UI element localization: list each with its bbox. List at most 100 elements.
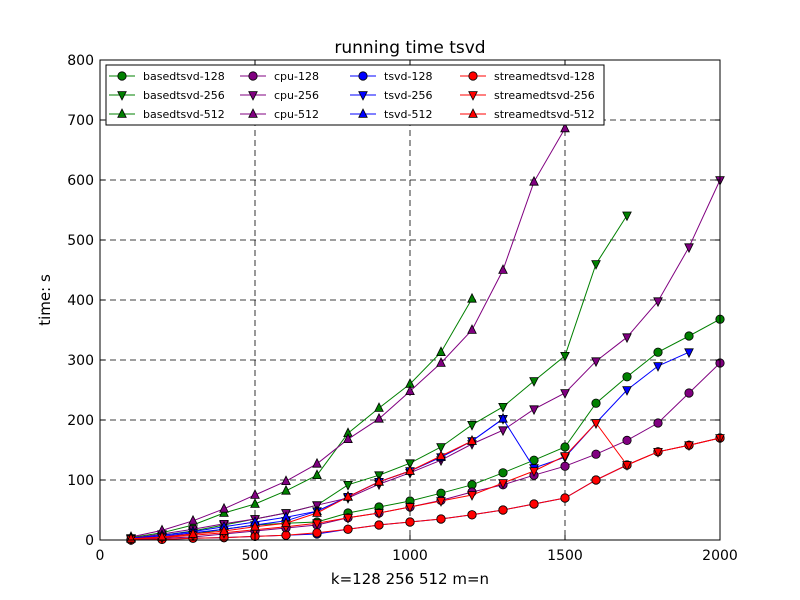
data-point — [622, 461, 632, 471]
legend-label: basedtsvd-512 — [143, 108, 225, 121]
data-point — [622, 372, 632, 382]
data-point — [312, 507, 322, 517]
data-point — [436, 346, 446, 357]
data-point — [498, 412, 508, 423]
data-point — [498, 402, 508, 413]
legend-marker — [468, 91, 478, 101]
data-point — [219, 502, 229, 513]
legend-label: tsvd-128 — [384, 70, 433, 83]
legend-marker — [248, 91, 258, 101]
legend-marker — [358, 91, 368, 101]
data-point — [405, 517, 415, 527]
data-point — [374, 509, 384, 519]
legend-item: basedtsvd-256 — [109, 89, 225, 102]
series-line — [130, 362, 721, 540]
y-axis-label: time: s — [36, 274, 54, 326]
data-point — [343, 433, 353, 444]
data-point — [591, 475, 601, 485]
legend-label: basedtsvd-256 — [143, 89, 225, 102]
data-point — [498, 479, 508, 489]
data-point — [467, 435, 477, 445]
x-axis-label: k=128 256 512 m=n — [331, 570, 489, 588]
legend-item: streamedtsvd-512 — [460, 108, 595, 121]
data-point — [622, 435, 632, 445]
data-point — [343, 490, 353, 501]
data-point — [343, 480, 353, 491]
legend-label: cpu-512 — [274, 108, 319, 121]
data-point — [188, 514, 198, 525]
data-point — [467, 292, 477, 303]
data-point — [591, 357, 601, 368]
legend-item: streamedtsvd-128 — [460, 70, 595, 83]
data-point — [529, 499, 539, 509]
legend-marker — [468, 108, 478, 118]
data-point — [529, 405, 539, 416]
data-point — [498, 264, 508, 274]
grid-lines — [100, 60, 720, 540]
data-point — [498, 505, 508, 515]
data-point — [374, 520, 384, 530]
data-point — [405, 459, 415, 470]
y-tick-label: 300 — [67, 353, 94, 369]
legend-marker — [117, 71, 127, 81]
data-point — [529, 175, 539, 186]
y-tick-label: 100 — [67, 473, 94, 489]
data-point — [467, 491, 477, 501]
data-point — [436, 514, 446, 524]
data-point — [684, 348, 694, 359]
data-point — [560, 452, 570, 462]
legend-item: tsvd-128 — [350, 70, 433, 83]
y-tick-label: 600 — [67, 173, 94, 189]
data-point — [250, 498, 260, 508]
data-point — [560, 442, 570, 452]
legend-marker — [117, 91, 127, 101]
data-point — [374, 475, 384, 486]
data-point — [467, 420, 477, 431]
series-line — [130, 440, 473, 540]
data-point — [684, 243, 694, 254]
legend-marker — [248, 108, 258, 118]
data-point — [560, 493, 570, 503]
data-point — [529, 467, 539, 477]
legend-label: streamedtsvd-128 — [494, 70, 595, 83]
series-basedtsvd-256 — [126, 211, 632, 545]
y-tick-label: 700 — [67, 113, 94, 129]
legend: basedtsvd-128 basedtsvd-256 basedtsvd-512 c… — [105, 64, 605, 126]
data-point — [591, 260, 601, 270]
data-point — [653, 362, 663, 372]
legend-label: basedtsvd-128 — [143, 70, 225, 83]
data-point — [467, 324, 477, 334]
legend-label: cpu-128 — [274, 70, 319, 83]
data-point — [436, 450, 446, 460]
data-point — [622, 386, 632, 396]
x-tick-label: 500 — [242, 548, 269, 564]
legend-label: tsvd-512 — [384, 108, 433, 121]
legend-item: basedtsvd-128 — [109, 70, 225, 83]
data-point — [591, 398, 601, 408]
data-point — [343, 514, 353, 524]
series-streamedtsvd-256 — [126, 419, 725, 546]
y-tick-label: 500 — [67, 233, 94, 249]
data-point — [281, 475, 291, 486]
legend-label: tsvd-256 — [384, 89, 433, 102]
data-point — [684, 441, 694, 452]
x-tick-label: 0 — [96, 548, 105, 564]
series-streamedtsvd-512 — [126, 435, 477, 543]
data-point — [653, 447, 663, 458]
series-basedtsvd-128 — [126, 314, 725, 545]
data-point — [281, 484, 291, 495]
data-point — [219, 525, 229, 535]
legend-marker — [468, 71, 478, 81]
legend-label: streamedtsvd-256 — [494, 89, 595, 102]
y-tick-label: 400 — [67, 293, 94, 309]
x-tick-label: 1000 — [392, 548, 428, 564]
legend-marker — [358, 71, 368, 81]
series-line — [130, 437, 721, 541]
legend-marker — [117, 108, 127, 118]
y-tick-label: 800 — [67, 53, 94, 69]
legend-item: basedtsvd-512 — [109, 108, 225, 121]
legend-item: streamedtsvd-256 — [460, 89, 595, 102]
series-line — [130, 298, 473, 539]
data-point — [343, 524, 353, 534]
